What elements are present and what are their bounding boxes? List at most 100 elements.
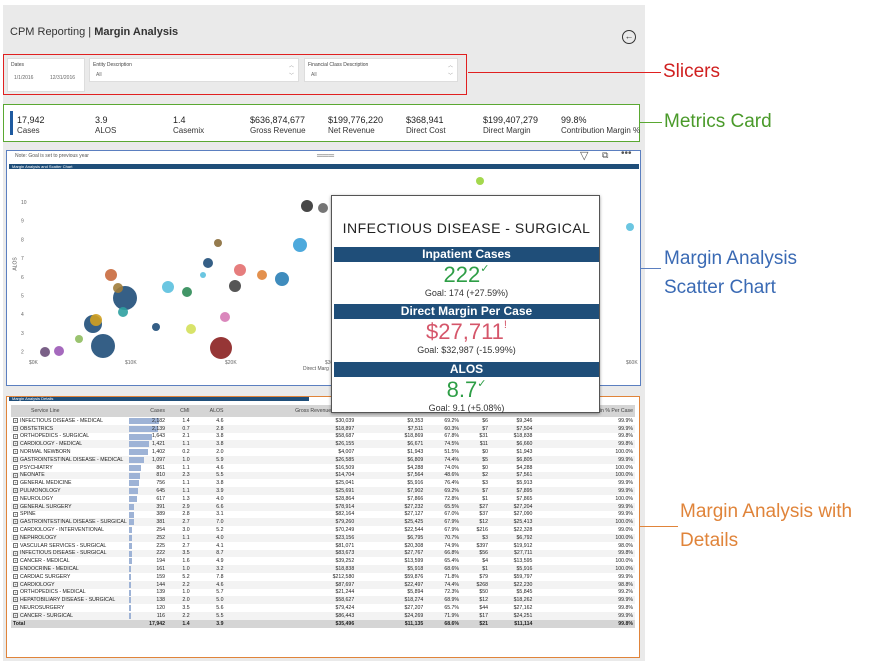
- details-tab[interactable]: Margin Analysis Details: [9, 396, 309, 401]
- scatter-bubble[interactable]: [91, 334, 115, 358]
- column-header[interactable]: Cases: [128, 405, 167, 417]
- scatter-bubble[interactable]: [234, 264, 246, 276]
- expand-icon[interactable]: +: [13, 503, 18, 509]
- scatter-bubble[interactable]: [203, 258, 213, 268]
- scatter-bubble[interactable]: [626, 223, 634, 231]
- more-options-icon[interactable]: •••: [621, 148, 632, 159]
- back-icon[interactable]: ←: [622, 30, 636, 44]
- financial-class-slicer[interactable]: Financial Class Description ︿ All ﹀: [304, 58, 458, 82]
- expand-icon[interactable]: +: [13, 550, 18, 556]
- column-header[interactable]: Service Line: [11, 405, 129, 417]
- expand-icon[interactable]: +: [13, 597, 18, 603]
- date-start[interactable]: 1/1/2016: [14, 75, 34, 81]
- scatter-bubble[interactable]: [214, 239, 222, 247]
- table-row[interactable]: + INFECTIOUS DISEASE - SURGICAL 222 3.5 8.7 $…: [11, 549, 635, 558]
- table-row[interactable]: + ENDOCRINE - MEDICAL 161 1.0 3.2 $18,838 $5,9…: [11, 565, 635, 573]
- table-row[interactable]: + CARDIOLOGY 144 2.2 4.6 $87,697 $22,497 74.4% $…: [11, 580, 635, 589]
- scatter-bubble[interactable]: [257, 270, 267, 280]
- expand-icon[interactable]: +: [13, 573, 18, 579]
- column-header[interactable]: ALOS: [191, 405, 226, 417]
- scatter-bubble[interactable]: [318, 203, 328, 213]
- expand-icon[interactable]: +: [13, 433, 18, 439]
- scatter-bubble[interactable]: [113, 283, 123, 293]
- scatter-bubble[interactable]: [118, 307, 128, 317]
- table-row[interactable]: + NEUROLOGY 617 1.3 4.0 $28,864 $7,866 72.8% $1 $…: [11, 495, 635, 503]
- expand-icon[interactable]: +: [13, 495, 18, 501]
- expand-icon[interactable]: +: [13, 488, 18, 494]
- drag-handle-icon[interactable]: ═══: [317, 151, 335, 160]
- table-row[interactable]: + CANCER - SURGICAL 116 2.2 5.5 $86,443 $24,26…: [11, 611, 635, 620]
- entity-slicer[interactable]: Entity Description ︿ All ﹀: [89, 58, 299, 82]
- column-header[interactable]: Gross Revenue Per Case: [225, 405, 357, 417]
- expand-icon[interactable]: +: [13, 519, 18, 525]
- scatter-bubble[interactable]: [301, 200, 313, 212]
- table-row[interactable]: + NEUROSURGERY 120 3.5 5.6 $79,424 $27,207 65.7…: [11, 604, 635, 612]
- collapse-icon[interactable]: ︿: [288, 63, 294, 69]
- scatter-bubble[interactable]: [293, 238, 307, 252]
- table-row[interactable]: + NEPHROLOGY 252 1.1 4.0 $23,156 $6,795 70.7% $3…: [11, 533, 635, 542]
- expand-icon[interactable]: +: [13, 534, 18, 540]
- column-header[interactable]: CMI: [166, 405, 192, 417]
- scatter-bubble[interactable]: [275, 272, 289, 286]
- table-row[interactable]: + SPINE 389 2.8 3.1 $82,164 $27,127 67.0% $37 $27…: [11, 511, 635, 519]
- table-row[interactable]: + GASTROINTESTINAL DISEASE - MEDICAL 1,097…: [11, 455, 635, 464]
- table-row[interactable]: + NORMAL NEWBORN 1,402 0.2 2.0 $4,007 $1,943 51…: [11, 448, 635, 456]
- scatter-bubble[interactable]: [220, 312, 230, 322]
- expand-icon[interactable]: +: [13, 589, 18, 595]
- scatter-bubble[interactable]: [210, 337, 232, 359]
- table-row[interactable]: + OBSTETRICS 2,139 0.7 2.8 $18,897 $7,511 60.3%…: [11, 424, 635, 433]
- scatter-tab[interactable]: Margin Analysis and Scatter Chart: [9, 164, 639, 169]
- table-row[interactable]: + ORTHOPEDICS - SURGICAL 1,643 2.1 3.8 $58,68…: [11, 433, 635, 441]
- expand-icon[interactable]: +: [13, 511, 18, 517]
- scatter-bubble[interactable]: [90, 314, 102, 326]
- table-row[interactable]: + VASCULAR SERVICES - SURGICAL 225 2.7 4.1 $8…: [11, 542, 635, 550]
- expand-icon[interactable]: +: [13, 418, 18, 424]
- table-row[interactable]: + PSYCHIATRY 861 1.1 4.6 $16,509 $4,288 74.0% $0…: [11, 464, 635, 472]
- table-row[interactable]: + NEONATE 810 2.3 5.5 $14,704 $7,564 48.6% $2 $7,…: [11, 471, 635, 480]
- expand-icon[interactable]: +: [13, 441, 18, 447]
- scatter-bubble[interactable]: [200, 272, 206, 278]
- focus-mode-icon[interactable]: ⧉: [602, 150, 609, 160]
- expand-icon[interactable]: +: [13, 581, 18, 587]
- table-row[interactable]: + GENERAL SURGERY 391 2.9 6.6 $78,914 $27,232 6…: [11, 502, 635, 511]
- scatter-bubble[interactable]: [75, 335, 83, 343]
- expand-icon[interactable]: +: [13, 558, 18, 564]
- table-row[interactable]: + HEPATOBILIARY DISEASE - SURGICAL 138 2.0 5…: [11, 596, 635, 605]
- expand-icon[interactable]: +: [13, 425, 18, 431]
- scatter-bubble[interactable]: [476, 177, 484, 185]
- entity-value[interactable]: All: [96, 72, 102, 78]
- expand-icon[interactable]: +: [13, 612, 18, 618]
- scatter-bubble[interactable]: [162, 281, 174, 293]
- table-row[interactable]: + CARDIOLOGY - INTERVENTIONAL 254 3.0 5.2 $70…: [11, 526, 635, 534]
- table-row[interactable]: + PULMONOLOGY 645 1.1 3.9 $25,691 $7,902 69.2% $…: [11, 487, 635, 495]
- expand-icon[interactable]: +: [13, 457, 18, 462]
- scatter-bubble[interactable]: [40, 347, 50, 357]
- expand-icon[interactable]: +: [13, 566, 18, 572]
- table-row[interactable]: + GENERAL MEDICINE 756 1.1 3.8 $25,041 $5,916 7…: [11, 479, 635, 487]
- table-row[interactable]: + CANCER - MEDICAL 194 1.6 4.9 $39,252 $13,599…: [11, 557, 635, 565]
- scatter-bubble[interactable]: [54, 346, 64, 356]
- filter-icon[interactable]: ▽: [580, 150, 589, 162]
- expand-icon[interactable]: +: [13, 472, 18, 478]
- scatter-bubble[interactable]: [182, 287, 192, 297]
- table-row[interactable]: + INFECTIOUS DISEASE - MEDICAL 2,182 1.4 4.6…: [11, 417, 635, 425]
- scatter-bubble[interactable]: [186, 324, 196, 334]
- expand-icon[interactable]: +: [13, 527, 18, 533]
- date-end[interactable]: 12/31/2016: [50, 75, 76, 81]
- table-row[interactable]: + GASTROINTESTINAL DISEASE - SURGICAL 381 2…: [11, 518, 635, 527]
- expand-icon[interactable]: +: [13, 542, 18, 548]
- scatter-bubble[interactable]: [229, 280, 241, 292]
- expand-icon[interactable]: +: [13, 605, 18, 611]
- scatter-bubble[interactable]: [152, 323, 160, 331]
- table-row[interactable]: + CARDIOLOGY - MEDICAL 1,421 1.1 3.8 $26,155 $…: [11, 440, 635, 449]
- dates-slicer[interactable]: Dates 1/1/2016 12/31/2016: [7, 58, 85, 92]
- expand-icon[interactable]: +: [13, 464, 18, 470]
- table-row[interactable]: + CARDIAC SURGERY 159 5.2 7.8 $212,580 $59,876…: [11, 573, 635, 581]
- table-row[interactable]: + ORTHOPEDICS - MEDICAL 139 1.0 5.7 $21,244 $5…: [11, 589, 635, 597]
- financial-class-value[interactable]: All: [311, 72, 317, 78]
- collapse-icon[interactable]: ︿: [447, 63, 453, 69]
- scatter-bubble[interactable]: [105, 269, 117, 281]
- chevron-down-icon[interactable]: ﹀: [288, 73, 294, 79]
- expand-icon[interactable]: +: [13, 449, 18, 455]
- expand-icon[interactable]: +: [13, 480, 18, 486]
